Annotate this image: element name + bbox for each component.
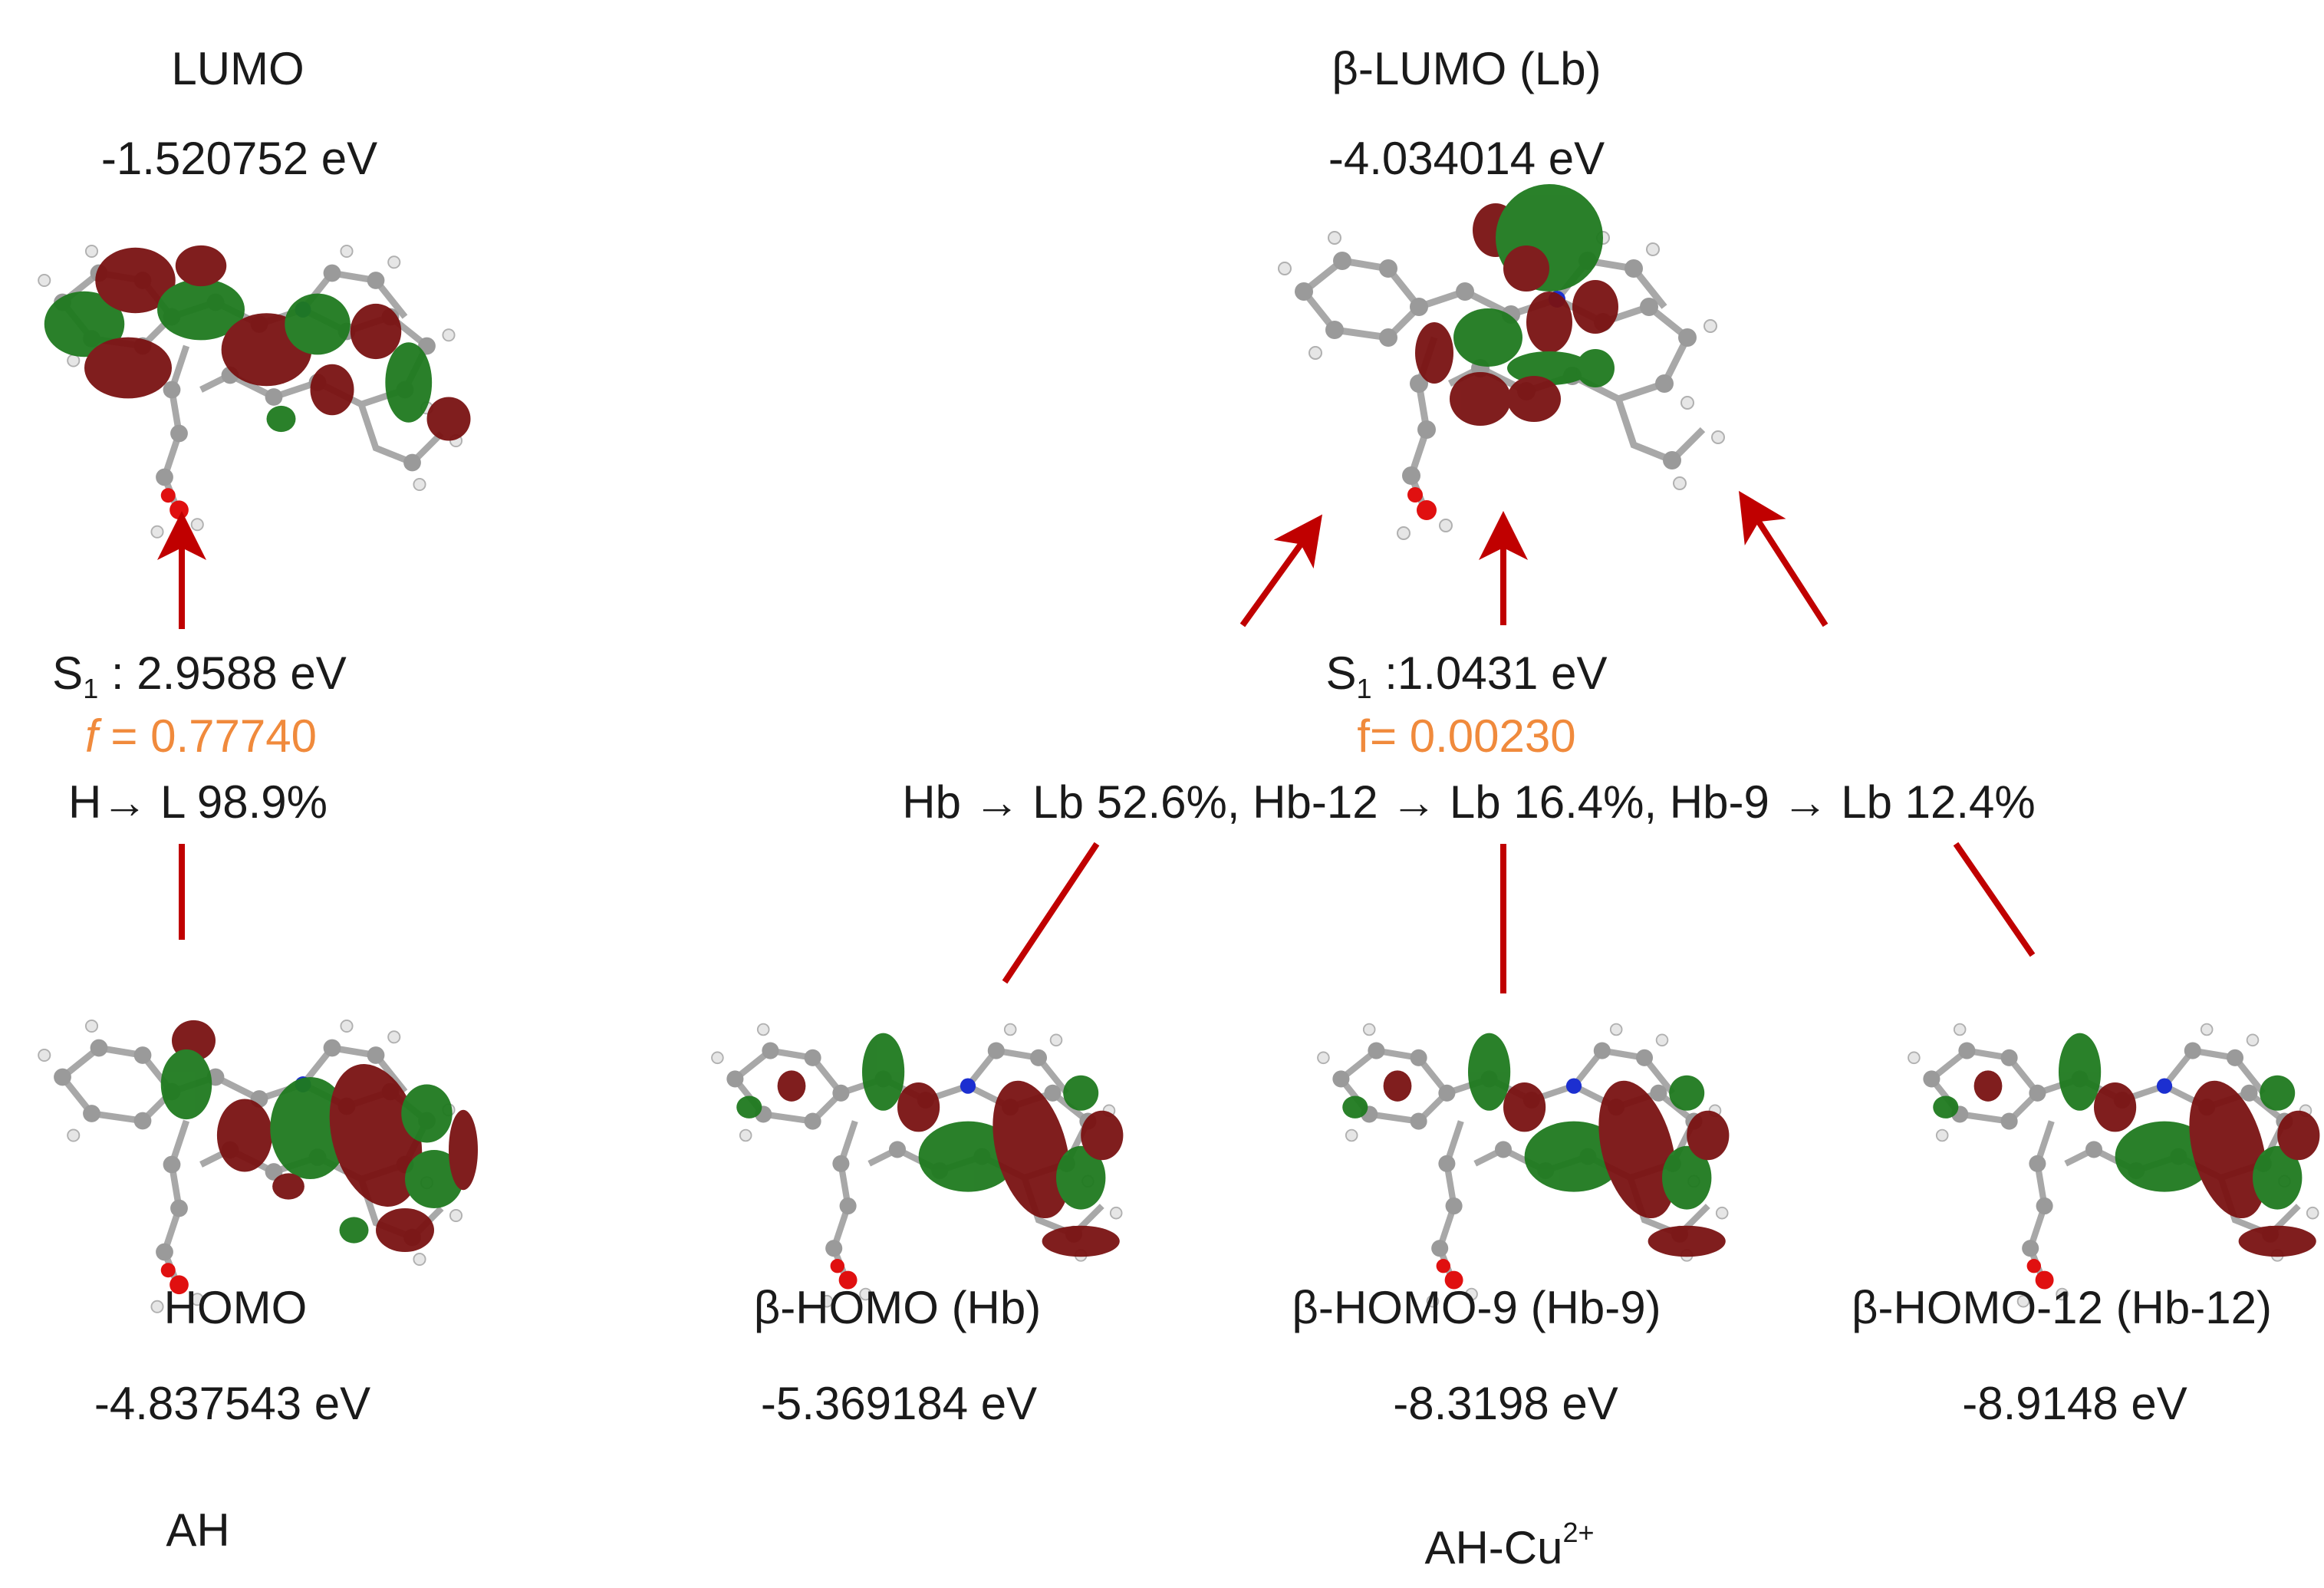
lumo-label: LUMO: [171, 43, 304, 94]
cu-transition-assignment: Hb → Lb 52.6%, Hb-12 → Lb 16.4%, Hb-9 → …: [902, 776, 2036, 828]
beta-homo-9-energy: -8.3198 eV: [1393, 1378, 1618, 1429]
cu-s1-prefix: S: [1325, 647, 1357, 699]
lumo-energy: -1.520752 eV: [100, 133, 378, 184]
ah-system-label: AH: [166, 1504, 230, 1556]
ah-transition-assignment: H→ L 98.9%: [68, 776, 328, 828]
homo-orbital-plot: [38, 1020, 478, 1313]
cu-s1-value: :1.0431 eV: [1371, 647, 1608, 699]
cu-system-charge: 2+: [1562, 1517, 1595, 1548]
beta-lumo-energy: -4.034014 eV: [1328, 133, 1605, 184]
lumo-orbital-plot: [38, 245, 471, 538]
ah-s1-subscript: 1: [83, 673, 99, 704]
ah-s1-prefix: S: [52, 647, 84, 699]
beta-homo-9-orbital-plot: [1318, 1024, 1729, 1307]
cu-s1-subscript: 1: [1356, 673, 1372, 704]
cu-oscillator-strength: f= 0.00230: [1357, 710, 1576, 762]
ah-s1-value: : 2.9588 eV: [98, 647, 347, 699]
beta-homo-label: β-HOMO (Hb): [753, 1282, 1042, 1333]
cu-system-label: AH-Cu2+: [1424, 1519, 1594, 1571]
beta-homo-12-energy: -8.9148 eV: [1962, 1378, 2187, 1429]
beta-homo-energy: -5.369184 eV: [760, 1378, 1038, 1429]
beta-lumo-orbital-plot: [1279, 184, 1724, 539]
hb-line: [1002, 842, 1100, 984]
hb12-arrow: [1738, 490, 1829, 628]
beta-lumo-label: β-LUMO (Lb): [1332, 43, 1601, 94]
ah-f-value: = 0.77740: [97, 710, 317, 762]
beta-homo-orbital-plot: [712, 1024, 1123, 1307]
homo-label: HOMO: [163, 1282, 308, 1333]
homo-energy: -4.837543 eV: [94, 1378, 371, 1429]
hb-arrow: [1239, 514, 1323, 628]
ah-s1-energy: S1 : 2.9588 eV: [52, 651, 347, 703]
beta-homo-12-orbital-plot: [1908, 1024, 2319, 1307]
cu-s1-energy: S1 :1.0431 eV: [1326, 651, 1608, 703]
hb12-line: [1953, 842, 2036, 957]
ah-f-label: f: [85, 710, 98, 762]
beta-homo-12-label: β-HOMO-12 (Hb-12): [1852, 1282, 2272, 1333]
cu-system-base: AH-Cu: [1424, 1522, 1563, 1573]
beta-homo-9-label: β-HOMO-9 (Hb-9): [1292, 1282, 1661, 1333]
ah-oscillator-strength: f = 0.77740: [85, 713, 317, 759]
